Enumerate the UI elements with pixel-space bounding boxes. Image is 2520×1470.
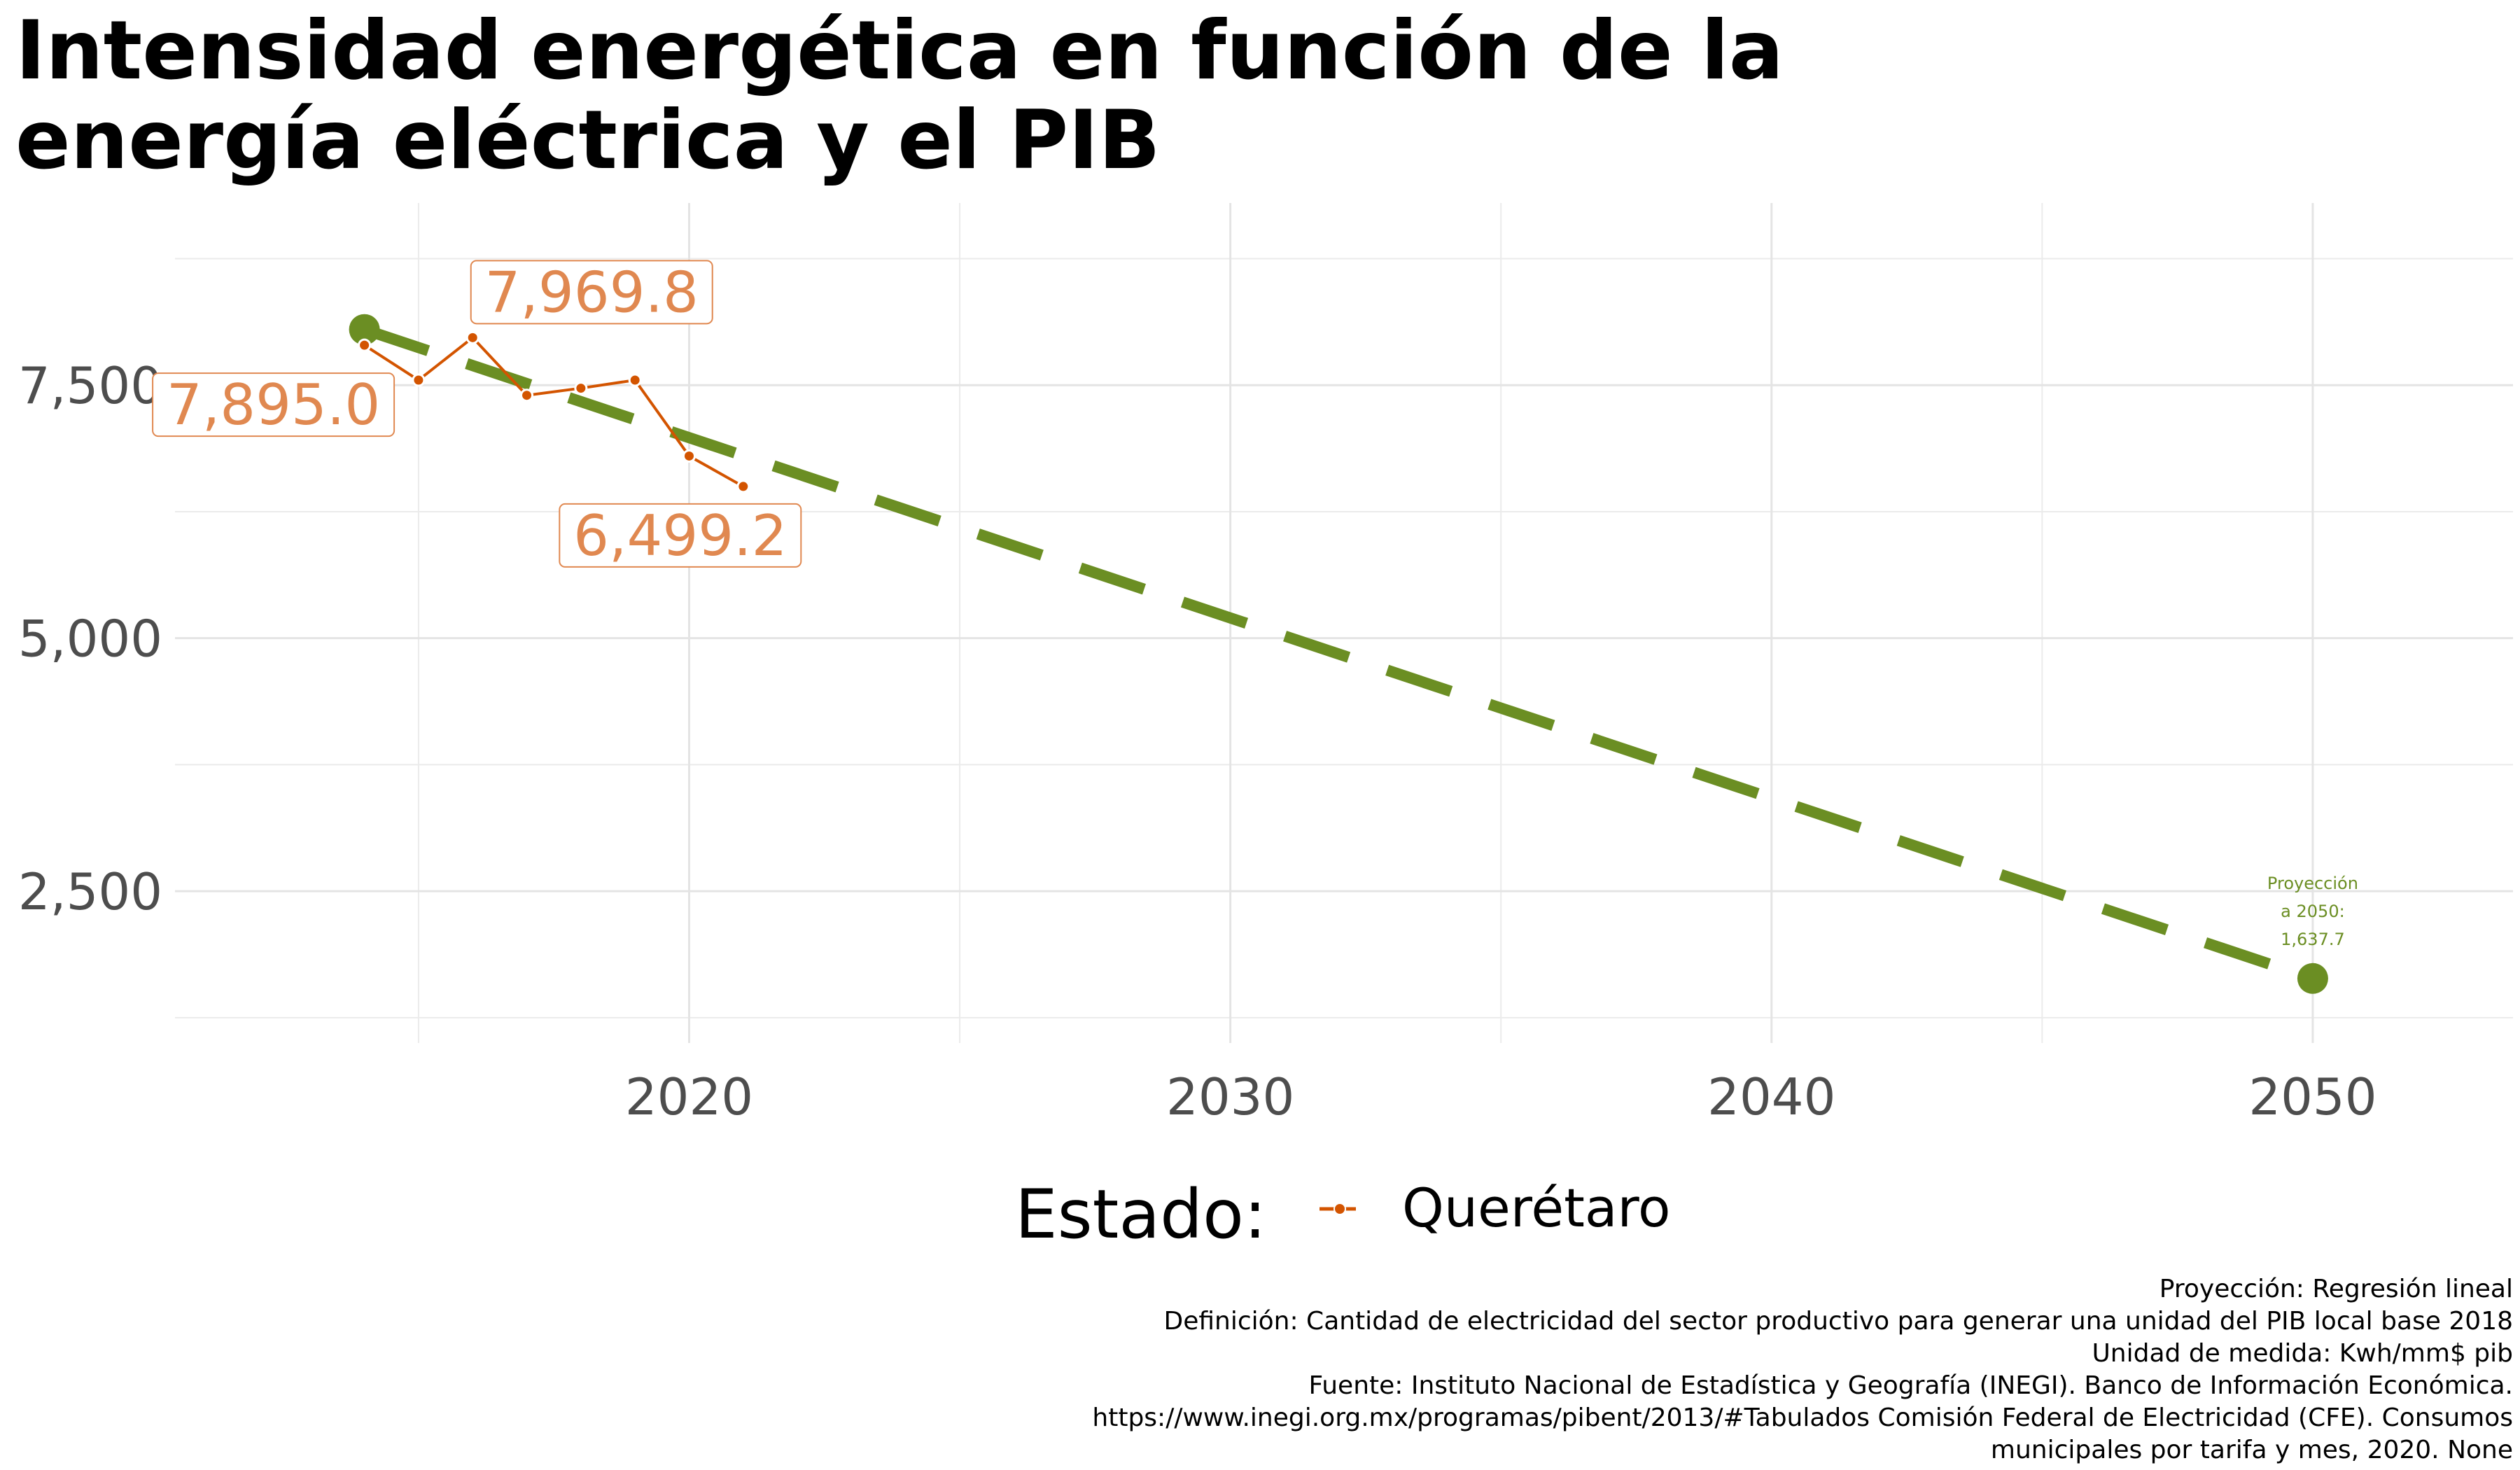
series-point xyxy=(520,388,534,402)
projection-line xyxy=(363,324,2315,984)
legend-point-swatch xyxy=(1334,1203,1346,1215)
projection-label: a 2050: xyxy=(2281,902,2345,921)
x-axis: 2020 2030 2040 2050 xyxy=(625,1068,2377,1126)
chart-title-line-2: energía eléctrica y el PIB xyxy=(15,93,1161,188)
caption-line: Definición: Cantidad de electricidad del… xyxy=(1163,1307,2513,1336)
series-point xyxy=(412,373,426,387)
projection-end-point xyxy=(2297,962,2328,994)
y-tick-label: 2,500 xyxy=(18,862,162,921)
legend-entry-queretaro: Querétaro xyxy=(1402,1177,1671,1239)
data-label-box xyxy=(152,372,396,438)
data-label: 7,969.8 xyxy=(485,260,699,325)
y-tick-label: 7,500 xyxy=(18,356,162,415)
grid xyxy=(175,203,2513,1043)
y-tick-label: 5,000 xyxy=(18,610,162,668)
data-label: 7,895.0 xyxy=(167,372,380,438)
caption-line: Unidad de medida: Kwh/mm$ pib xyxy=(2092,1339,2513,1368)
series-point xyxy=(628,373,642,387)
series-line xyxy=(363,335,744,488)
caption-line: https://www.inegi.org.mx/programas/piben… xyxy=(1092,1404,2513,1432)
series-queretaro xyxy=(358,330,750,493)
data-label-box xyxy=(559,503,802,568)
data-labels: 7,895.0 7,969.8 6,499.2 xyxy=(152,260,802,568)
y-axis: 2,500 5,000 7,500 xyxy=(18,356,162,921)
data-label-box xyxy=(470,260,713,325)
projection-label: Proyección xyxy=(2267,874,2358,893)
x-tick-label: 2050 xyxy=(2248,1068,2376,1126)
chart-title-line-1: Intensidad energética en función de la xyxy=(15,4,1784,98)
projection-label: 1,637.7 xyxy=(2281,930,2345,949)
projection-start-point xyxy=(349,314,380,345)
caption-line: Fuente: Instituto Nacional de Estadístic… xyxy=(1308,1371,2513,1400)
caption: Proyección: Regresión lineal Definición: … xyxy=(1092,1275,2513,1464)
series-point xyxy=(358,338,372,352)
x-tick-label: 2020 xyxy=(625,1068,753,1126)
caption-line: Proyección: Regresión lineal xyxy=(2160,1275,2513,1303)
x-tick-label: 2040 xyxy=(1707,1068,1835,1126)
legend-title: Estado: xyxy=(1015,1175,1266,1254)
series-point xyxy=(736,479,750,493)
series-point xyxy=(465,330,479,344)
series-point xyxy=(574,382,588,396)
x-tick-label: 2030 xyxy=(1166,1068,1294,1126)
data-label: 6,499.2 xyxy=(573,503,787,568)
chart-title: Intensidad energética en función de la e… xyxy=(15,4,1784,188)
caption-line: municipales por tarifa y mes, 2020. None xyxy=(1991,1436,2513,1464)
series-point xyxy=(682,449,696,463)
legend: Estado: Querétaro xyxy=(1015,1175,1671,1254)
projection: Proyección a 2050: 1,637.7 xyxy=(349,314,2358,994)
